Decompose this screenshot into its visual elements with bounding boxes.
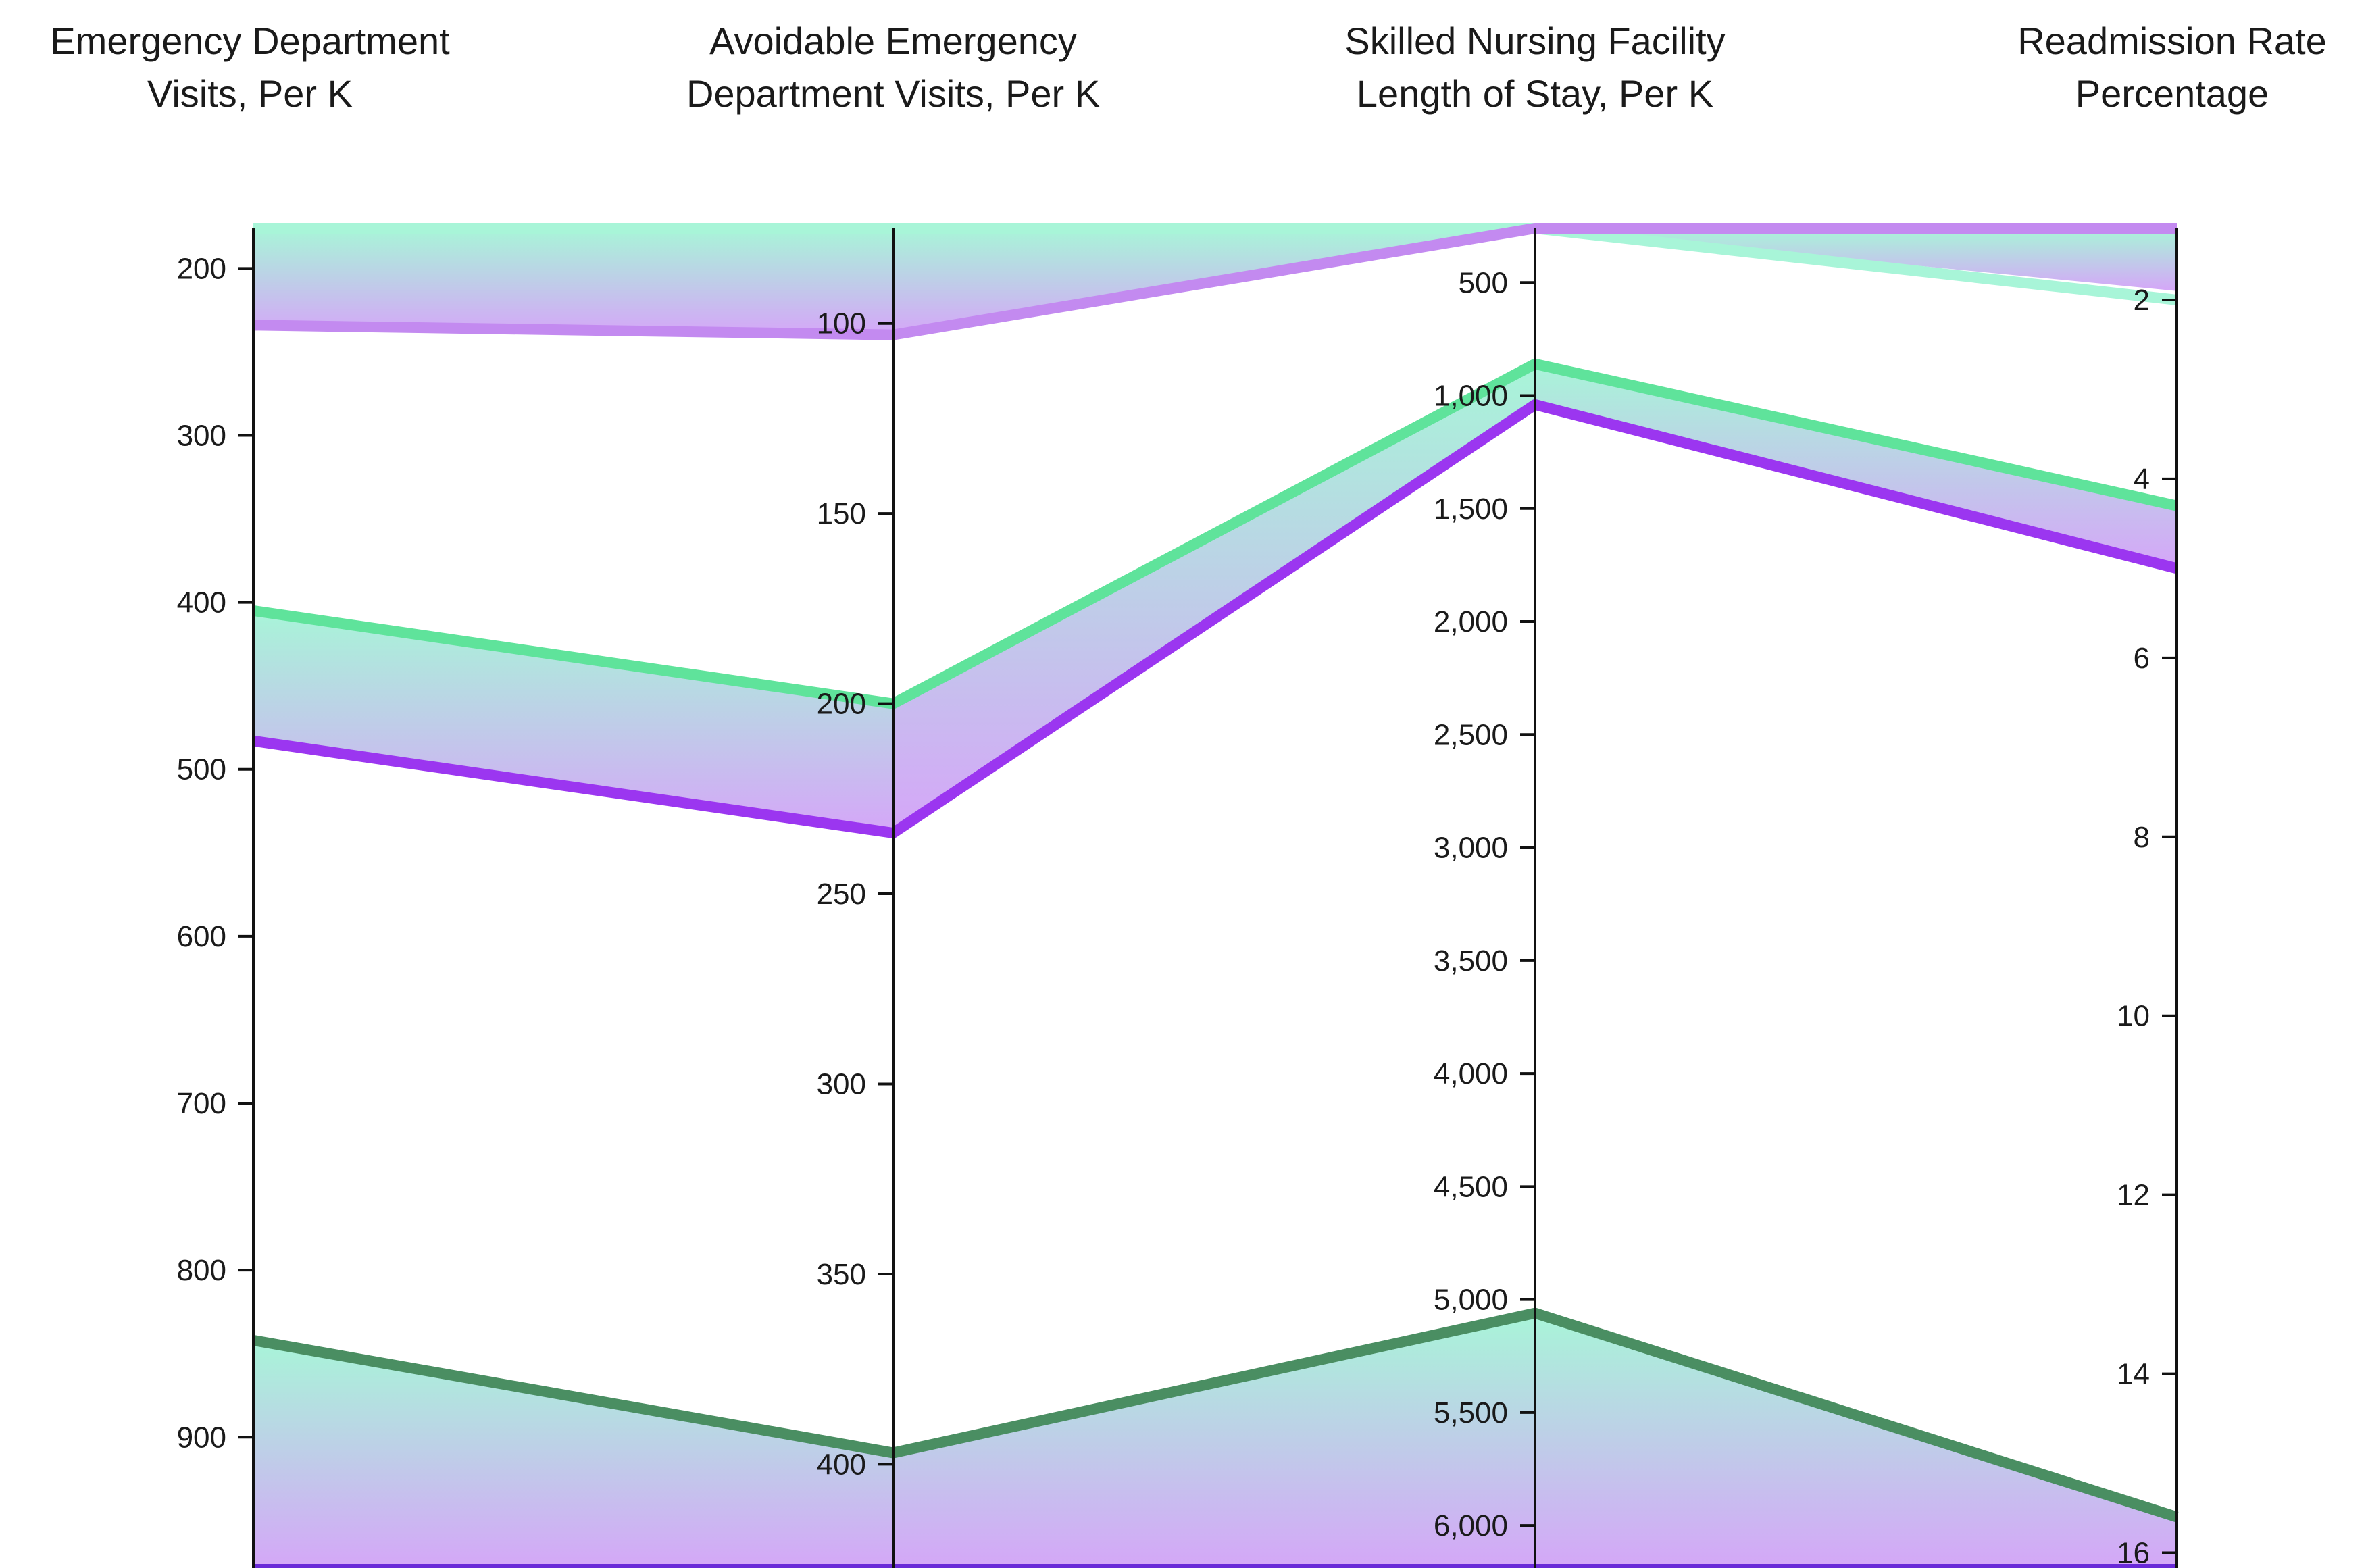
tick-label: 500	[177, 753, 226, 786]
band-1-segment-1	[893, 363, 1535, 833]
series-line-4	[252, 1307, 2179, 1523]
tick-label: 1,500	[1434, 492, 1508, 526]
tick-label: 400	[177, 586, 226, 619]
tick-label: 800	[177, 1254, 226, 1287]
tick-label: 250	[817, 878, 866, 911]
tick-label: 500	[1459, 266, 1508, 299]
axes-layer: 200 300 400 500 600 700 800 900 100 150 200 250 300 3…	[177, 228, 2178, 1568]
tick-label: 3,000	[1434, 832, 1508, 865]
series-line-1	[253, 223, 2177, 340]
series-line-2	[252, 358, 2178, 709]
tick-label: 400	[817, 1448, 866, 1481]
tick-label: 6	[2134, 642, 2150, 675]
axis-title: Emergency Department	[50, 20, 450, 62]
axis-title: Length of Stay, Per K	[1357, 72, 1713, 115]
axis-title: Visits, Per K	[147, 72, 353, 115]
tick-label: 3,500	[1434, 944, 1508, 978]
tick-label: 2,500	[1434, 718, 1508, 751]
tick-label: 700	[177, 1087, 226, 1120]
tick-label: 200	[177, 252, 226, 285]
tick-label: 300	[177, 419, 226, 452]
series-line-3	[252, 399, 2178, 838]
tick-label: 100	[817, 307, 866, 340]
band-2-segment-2	[1535, 1313, 2177, 1568]
tick-label: 16	[2117, 1537, 2150, 1568]
tick-label: 4,000	[1434, 1057, 1508, 1090]
tick-label: 14	[2117, 1358, 2150, 1391]
tick-label: 5,000	[1434, 1284, 1508, 1317]
tick-label: 10	[2117, 1000, 2150, 1033]
tick-label: 2	[2134, 284, 2150, 317]
tick-label: 300	[817, 1068, 866, 1101]
axis-title: Percentage	[2075, 72, 2269, 115]
axis-title: Readmission Rate	[2017, 20, 2327, 62]
band-1-segment-2	[1535, 363, 2177, 569]
tick-label: 4,500	[1434, 1170, 1508, 1203]
tick-label: 8	[2134, 821, 2150, 854]
axis-title: Department Visits, Per K	[686, 72, 1100, 115]
axis-titles-layer: Emergency Department Visits, Per K Avoidab…	[50, 20, 2326, 115]
tick-label: 900	[177, 1421, 226, 1454]
tick-label: 350	[817, 1258, 866, 1291]
tick-label: 600	[177, 920, 226, 953]
axis-title: Skilled Nursing Facility	[1344, 20, 1725, 62]
tick-label: 4	[2134, 463, 2150, 496]
band-2-segment-1	[893, 1313, 1535, 1568]
axis-title: Avoidable Emergency	[709, 20, 1077, 62]
tick-label: 1,000	[1434, 380, 1508, 413]
band-2-segment-0	[253, 1340, 893, 1568]
tick-label: 6,000	[1434, 1509, 1508, 1542]
tick-label: 2,000	[1434, 605, 1508, 638]
tick-label: 150	[817, 497, 866, 530]
tick-label: 12	[2117, 1179, 2150, 1212]
band-1-segment-0	[253, 610, 893, 833]
tick-label: 5,500	[1434, 1396, 1508, 1430]
band-0-segment-2	[1535, 228, 2177, 291]
bands-layer	[253, 228, 2177, 1568]
lines-layer	[252, 223, 2179, 1568]
series-line-0	[253, 223, 2178, 305]
band-0-segment-0	[253, 228, 893, 335]
tick-label: 200	[817, 688, 866, 721]
